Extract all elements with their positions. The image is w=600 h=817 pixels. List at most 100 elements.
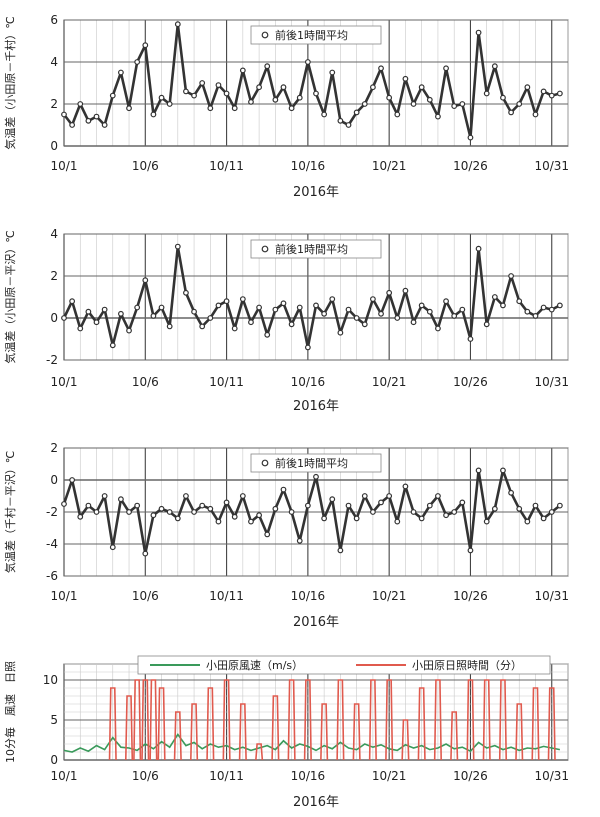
data-point — [532, 111, 539, 118]
data-point — [264, 531, 271, 538]
data-point — [532, 313, 539, 319]
y-tick-label: 0 — [50, 473, 58, 487]
data-point — [329, 69, 336, 76]
data-point — [410, 101, 417, 107]
data-point — [451, 313, 458, 319]
sunshine-peak — [336, 679, 345, 761]
data-point — [191, 92, 197, 99]
data-point — [313, 90, 319, 97]
data-point — [361, 101, 368, 107]
data-point — [207, 505, 214, 512]
data-point — [256, 512, 262, 519]
sunshine-peak — [124, 695, 134, 761]
data-point — [516, 101, 523, 107]
panel-3: -6 -4 -2 0 2 10/1 10/6 10/11 10/16 10/21 10/26 10/3… — [3, 441, 569, 630]
sunshine-peak — [108, 687, 117, 761]
series-line — [62, 469, 561, 555]
legend-box — [137, 655, 551, 675]
y-axis-title: 気温差（小田原－千村）℃ — [3, 16, 17, 149]
legend: 前後1時間平均 — [250, 453, 382, 473]
data-point — [248, 98, 254, 105]
sunshine-peak — [417, 687, 426, 761]
data-point — [101, 122, 108, 128]
data-point — [166, 323, 173, 330]
sunshine-peak — [173, 711, 182, 761]
data-point — [451, 103, 458, 109]
data-point — [353, 515, 360, 522]
data-point — [321, 111, 328, 118]
data-point — [443, 512, 449, 519]
data-point — [370, 509, 376, 515]
x-tick-label: 10/11 — [209, 159, 244, 173]
x-tick-label: 10/6 — [132, 375, 159, 389]
data-point — [370, 296, 376, 303]
data-point — [467, 336, 474, 342]
data-point — [61, 111, 67, 118]
data-point — [231, 105, 238, 112]
sunshine-peak — [385, 679, 394, 761]
data-point — [394, 315, 401, 321]
data-point — [459, 306, 466, 313]
data-point — [166, 509, 173, 515]
data-point — [288, 509, 295, 515]
data-point — [109, 92, 116, 99]
data-point — [418, 302, 425, 309]
panel-4: 0 5 10 10/1 10/6 10/11 10/16 10/21 10/26 10/31 201… — [4, 655, 569, 810]
data-point — [150, 512, 157, 519]
series-2 — [108, 679, 556, 761]
y-tick-label: 2 — [50, 269, 58, 283]
data-point — [280, 300, 287, 307]
data-point — [394, 111, 401, 118]
data-point — [443, 65, 449, 72]
data-point — [239, 296, 246, 303]
y-tick-label: -4 — [46, 537, 58, 551]
data-point — [215, 302, 222, 309]
data-point — [296, 304, 303, 311]
data-point — [280, 84, 287, 91]
data-point — [215, 518, 222, 525]
data-point — [329, 296, 336, 303]
data-point — [191, 509, 197, 515]
data-point — [435, 113, 441, 120]
data-point — [248, 319, 254, 326]
series-line — [62, 22, 561, 139]
y-axis-title: 気温差（小田原－平沢）℃ — [3, 230, 17, 363]
data-point — [321, 515, 328, 522]
data-point — [475, 245, 482, 252]
x-tick-label: 10/31 — [534, 375, 569, 389]
sunshine-peak — [515, 703, 524, 761]
sunshine-peak — [498, 679, 508, 761]
data-point — [223, 499, 230, 506]
data-point — [483, 518, 490, 525]
data-point — [85, 117, 92, 124]
y-axis-title: 10分毎 風速 日照 — [4, 661, 17, 763]
data-point — [402, 483, 409, 490]
data-point — [280, 486, 287, 493]
data-point — [540, 515, 547, 522]
data-point — [199, 323, 206, 330]
data-point — [191, 308, 197, 315]
data-point — [304, 344, 311, 351]
data-point — [313, 473, 319, 480]
x-tick-label: 10/31 — [534, 589, 569, 603]
data-point — [256, 304, 262, 311]
data-point — [540, 88, 547, 95]
series-1 — [61, 21, 563, 141]
data-point — [272, 306, 279, 313]
data-point — [361, 493, 368, 499]
series-1 — [61, 467, 563, 557]
x-tick-label: 10/16 — [291, 159, 326, 173]
data-point — [93, 509, 100, 515]
data-point — [540, 304, 547, 311]
data-point — [166, 101, 173, 107]
series-1 — [61, 243, 563, 351]
y-tick-label: -2 — [46, 505, 58, 519]
data-point — [183, 88, 189, 95]
data-point — [158, 304, 165, 311]
series-1 — [63, 732, 561, 753]
data-point — [508, 109, 514, 116]
x-axis-title: 2016年 — [293, 399, 339, 414]
sunshine-peak — [271, 695, 280, 761]
sunshine-peak — [352, 703, 361, 761]
